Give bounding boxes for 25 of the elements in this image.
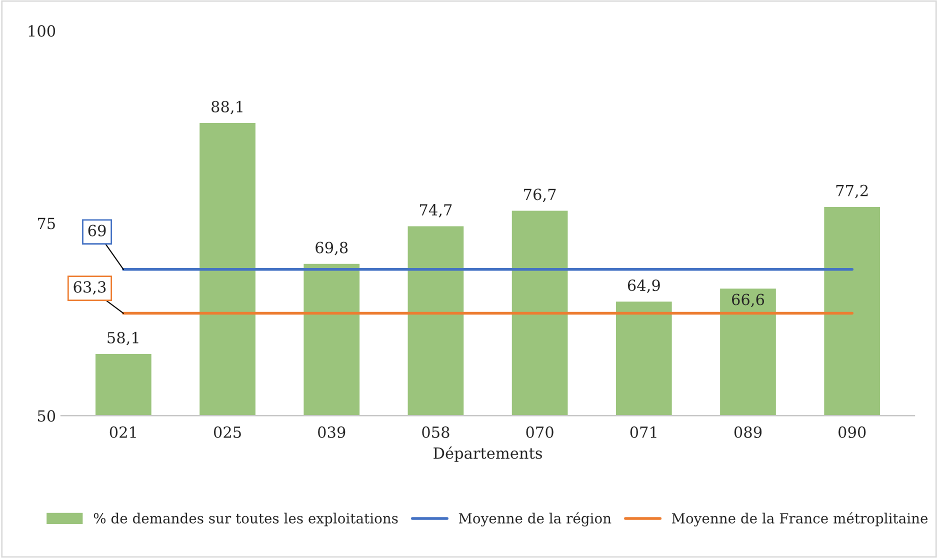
x-tick-label: 058 [422, 426, 450, 438]
x-tick-label: 071 [630, 426, 656, 438]
y-tick-label: 100 [28, 25, 56, 37]
data-label: 66,6 [732, 294, 764, 308]
data-label: 77,2 [836, 184, 868, 198]
data-label: 76,7 [524, 188, 556, 202]
data-label: 74,7 [420, 204, 452, 218]
x-tick-label: 090 [838, 426, 866, 438]
x-tick-label: 025 [214, 426, 241, 438]
legend-label: % de demandes sur toutes les exploitations [94, 512, 398, 526]
data-label: 69,8 [316, 242, 348, 256]
y-tick-label: 50 [38, 410, 56, 422]
data-label: 64,9 [628, 280, 660, 293]
legend-label: Moyenne de la France métroplitaine [672, 512, 928, 526]
x-axis-title: Départements [434, 446, 542, 462]
data-label: 63,3 [74, 281, 106, 295]
x-tick-label: 070 [526, 426, 554, 438]
data-label: 58,1 [108, 332, 138, 346]
x-tick-label: 021 [110, 426, 136, 438]
legend-label: Moyenne de la région [458, 512, 612, 526]
data-label: 69 [88, 224, 106, 236]
x-tick-label: 089 [734, 426, 762, 438]
data-label: 88,1 [212, 100, 242, 114]
x-tick-label: 039 [318, 426, 346, 438]
y-tick-label: 75 [38, 218, 55, 230]
